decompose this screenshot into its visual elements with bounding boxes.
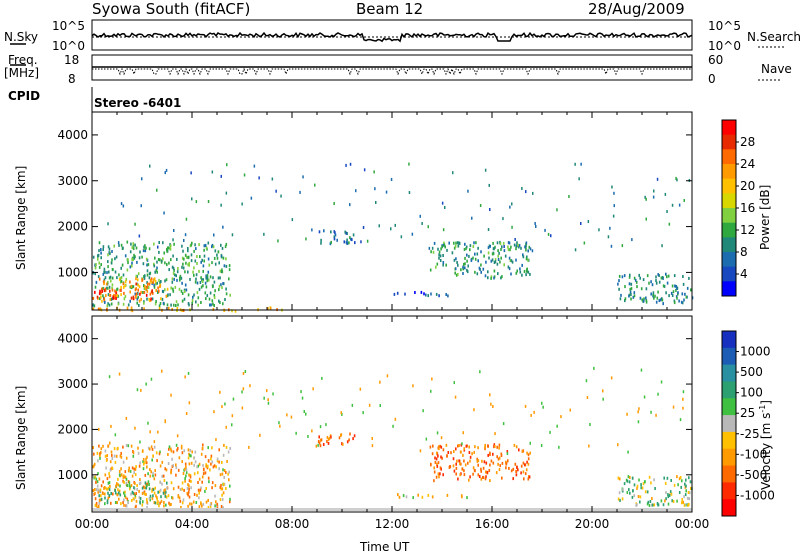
- power-colorbar-swatch-1: [722, 134, 736, 150]
- velocity-colorbar-swatch-10: [722, 499, 736, 517]
- power-cluster-0: [92, 240, 231, 308]
- xaxis-label: Time UT: [360, 540, 410, 554]
- velocity-cluster-0: [92, 443, 231, 510]
- power-colorbar-swatch-4: [722, 178, 736, 194]
- beam-title: Beam 12: [356, 0, 424, 18]
- power-colorbar-swatch-3: [722, 164, 736, 180]
- power-colorbar-swatch-2: [722, 149, 736, 165]
- velocity-colorbar-label-6: -500: [740, 468, 767, 482]
- power-colorbar-label-5: 8: [740, 245, 748, 259]
- velocity-colorbar-swatch-9: [722, 482, 736, 500]
- velocity-cluster-1: [97, 480, 168, 505]
- velocity-colorbar-label-0: 1000: [740, 345, 771, 359]
- power-sparse-points: [107, 162, 691, 253]
- nave-label: Nave: [761, 62, 792, 76]
- velocity-colorbar-swatch-2: [722, 364, 736, 382]
- power-colorbar-swatch-10: [722, 266, 736, 282]
- cpid-label: CPID: [8, 89, 41, 103]
- power-cluster-5: [393, 290, 449, 298]
- velocity-colorbar-label-4: -25: [740, 427, 760, 441]
- power-cluster-4: [429, 240, 531, 280]
- nsearch-tick-high: 10^5: [708, 19, 741, 33]
- nsearch-label: N.Search: [747, 30, 800, 44]
- xtick-label-1: 04:00: [175, 517, 210, 531]
- nsky-tick-high: 10^5: [52, 19, 85, 33]
- velocity-ytick-label-2: 3000: [57, 377, 88, 391]
- velocity-colorbar-label-5: -100: [740, 447, 767, 461]
- power-colorbar-label-1: 24: [740, 157, 755, 171]
- power-colorbar-swatch-6: [722, 208, 736, 224]
- velocity-colorbar-frame: [721, 330, 737, 517]
- velocity-ytick-label-1: 2000: [57, 422, 88, 436]
- power-colorbar-label-0: 28: [740, 135, 755, 149]
- freq-tick-high: 18: [64, 53, 80, 67]
- xtick-label-2: 08:00: [275, 517, 310, 531]
- power-colorbar-label-6: 4: [740, 267, 748, 281]
- velocity-colorbar-swatch-8: [722, 465, 736, 483]
- freq-label: Freq.: [8, 53, 38, 67]
- xtick-label-4: 16:00: [475, 517, 510, 531]
- velocity-ytick-label-0: 1000: [57, 468, 88, 482]
- cpid-value: Stereo -6401: [94, 96, 182, 110]
- velocity-cluster-3: [429, 443, 531, 483]
- velocity-colorbar-swatch-1: [722, 347, 736, 366]
- velocity-colorbar-swatch-6: [722, 431, 736, 450]
- nsky-tick-low: 10^0: [52, 39, 85, 53]
- power-colorbar-swatch-8: [722, 237, 736, 253]
- power-colorbar-label-2: 20: [740, 179, 755, 193]
- velocity-cluster-5: [617, 475, 693, 507]
- power-colorbar-label-4: 12: [740, 223, 755, 237]
- velocity-colorbar-swatch-7: [722, 448, 736, 466]
- velocity-colorbar-label-2: 100: [740, 386, 763, 400]
- nsky-series-line: [91, 31, 693, 43]
- nave-series-line: [92, 67, 692, 76]
- velocity-colorbar-swatch-3: [722, 381, 736, 399]
- xtick-label-5: 20:00: [575, 517, 610, 531]
- nave-tick-low: 0: [708, 72, 716, 86]
- power-cluster-6: [617, 272, 694, 306]
- power-colorbar-label-3: 16: [740, 201, 755, 215]
- velocity-ytick-label-3: 4000: [57, 332, 88, 346]
- power-colorbar-swatch-5: [722, 193, 736, 209]
- xtick-label-6: 00:00: [675, 517, 710, 531]
- power-colorbar-swatch-0: [722, 120, 736, 136]
- velocity-colorbar-swatch-4: [722, 398, 736, 416]
- nave-tick-high: 60: [708, 53, 724, 67]
- velocity-cluster-2: [317, 432, 356, 448]
- velocity-colorbar-swatch-0: [722, 331, 736, 349]
- velocity-colorbar-label-1: 500: [740, 365, 763, 379]
- nsearch-tick-low: 10^0: [708, 39, 741, 53]
- freq-tick-low: 8: [68, 72, 76, 86]
- power-ytick-label-1: 2000: [57, 220, 88, 234]
- freq-unit-label: [MHz]: [4, 66, 40, 80]
- power-cluster-2: [92, 288, 153, 301]
- velocity-colorbar-label-7: -1000: [740, 488, 775, 502]
- velocity-colorbar-label-3: 25: [740, 406, 755, 420]
- velocity-sparse-points: [98, 366, 685, 456]
- xtick-label-0: 00:00: [75, 517, 110, 531]
- xtick-label-3: 12:00: [375, 517, 410, 531]
- power-ytick-label-2: 3000: [57, 174, 88, 188]
- nsky-label: N.Sky: [4, 30, 39, 44]
- power-ytick-label-3: 4000: [57, 128, 88, 142]
- power-colorbar-swatch-11: [722, 281, 736, 297]
- power-colorbar-swatch-9: [722, 252, 736, 268]
- velocity-colorbar-swatch-5: [722, 415, 736, 433]
- power-panel-frame: [91, 111, 693, 311]
- station-title: Syowa South (fitACF): [92, 0, 251, 18]
- date-title: 28/Aug/2009: [588, 0, 685, 18]
- power-ytick-label-0: 1000: [57, 265, 88, 279]
- velocity-cluster-4: [397, 493, 468, 500]
- power-colorbar-swatch-7: [722, 222, 736, 238]
